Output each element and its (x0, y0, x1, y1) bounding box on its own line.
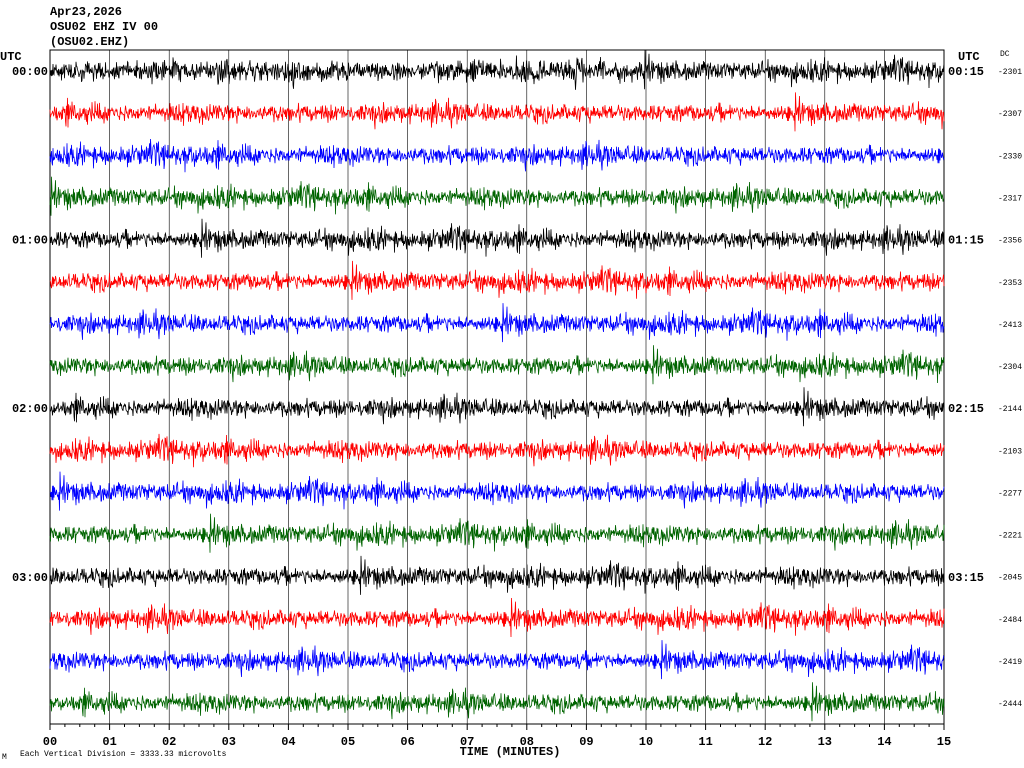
waveform (49, 260, 945, 300)
header-line: Apr23,2026 (50, 5, 122, 19)
time-label-right: 03:15 (948, 571, 984, 585)
time-label-left: 00:00 (12, 65, 48, 79)
dc-value: -2144 (998, 405, 1022, 414)
utc-label: UTC (0, 50, 22, 64)
waveform (49, 433, 945, 468)
x-tick-label: 12 (758, 735, 772, 749)
x-tick-label: 04 (281, 735, 295, 749)
x-tick-label: 09 (579, 735, 593, 749)
dc-value: -2413 (998, 321, 1022, 330)
dc-value: -2221 (998, 532, 1022, 541)
time-label-right: 01:15 (948, 234, 984, 248)
utc-label: UTC (958, 50, 980, 64)
x-tick-label: 08 (520, 735, 534, 749)
waveform (49, 138, 945, 173)
dc-value: -2356 (998, 237, 1022, 246)
dc-value: -2277 (998, 489, 1022, 498)
waveform (49, 640, 945, 680)
waveform (49, 50, 945, 90)
footer-text: Each Vertical Division = 3333.33 microvo… (20, 750, 227, 759)
waveform (49, 387, 945, 427)
dc-value: -2045 (998, 574, 1022, 583)
waveform (49, 92, 945, 132)
x-axis-title: TIME (MINUTES) (460, 745, 561, 759)
time-label-right: 02:15 (948, 402, 984, 416)
x-tick-label: 14 (877, 735, 891, 749)
waveform (49, 597, 945, 638)
waveform (49, 218, 945, 258)
time-label-left: 02:00 (12, 402, 48, 416)
dc-value: -2484 (998, 616, 1022, 625)
x-tick-label: 11 (698, 735, 712, 749)
waveform (49, 303, 945, 343)
x-tick-label: 07 (460, 735, 474, 749)
dc-value: -2353 (998, 279, 1022, 288)
header-line: (OSU02.EHZ) (50, 35, 129, 49)
x-tick-label: 02 (162, 735, 176, 749)
dc-value: -2444 (998, 700, 1022, 709)
dc-value: -2103 (998, 447, 1022, 456)
time-label-left: 01:00 (12, 234, 48, 248)
waveform (49, 555, 945, 595)
waveform (49, 513, 945, 553)
time-label-right: 00:15 (948, 65, 984, 79)
dc-label: DC (1000, 50, 1010, 59)
x-tick-label: 01 (102, 735, 116, 749)
x-tick-label: 10 (639, 735, 653, 749)
x-tick-label: 13 (818, 735, 832, 749)
dc-value: -2307 (998, 110, 1022, 119)
header-line: OSU02 EHZ IV 00 (50, 20, 158, 34)
dc-value: -2304 (998, 363, 1022, 372)
x-tick-label: 15 (937, 735, 951, 749)
waveform (49, 682, 945, 722)
x-tick-label: 05 (341, 735, 355, 749)
x-tick-label: 03 (222, 735, 236, 749)
x-tick-label: 06 (400, 735, 414, 749)
waveform (49, 176, 945, 216)
time-label-left: 03:00 (12, 571, 48, 585)
dc-value: -2330 (998, 152, 1022, 161)
waveform (49, 345, 945, 385)
footer-mark: M (2, 753, 7, 762)
waveform (49, 471, 945, 511)
x-tick-label: 00 (43, 735, 57, 749)
dc-value: -2317 (998, 195, 1022, 204)
dc-value: -2419 (998, 658, 1022, 667)
dc-value: -2301 (998, 68, 1022, 77)
